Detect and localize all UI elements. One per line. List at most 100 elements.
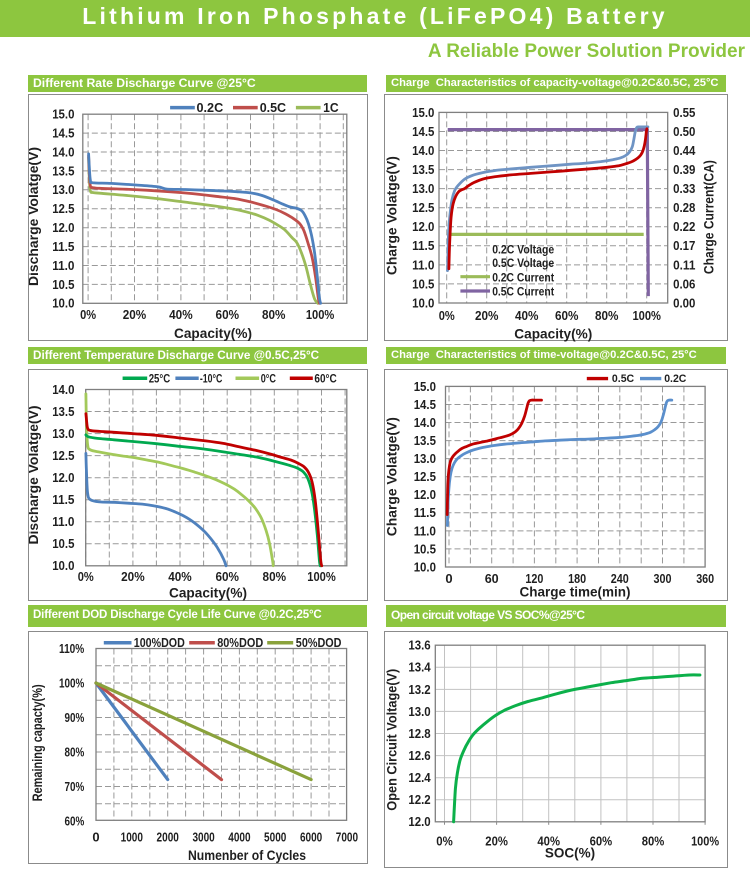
svg-text:0.2C Voltage: 0.2C Voltage — [492, 245, 554, 257]
svg-text:40%: 40% — [537, 833, 560, 848]
svg-text:0.5C Voltage: 0.5C Voltage — [492, 258, 554, 270]
svg-text:0.2C: 0.2C — [664, 373, 686, 385]
svg-text:80%: 80% — [261, 307, 285, 322]
svg-text:14.0: 14.0 — [52, 382, 74, 396]
svg-text:11.0: 11.0 — [52, 259, 74, 273]
svg-text:Discharge Volatge(V): Discharge Volatge(V) — [29, 147, 41, 286]
svg-text:10.5: 10.5 — [414, 542, 436, 556]
svg-text:13.0: 13.0 — [52, 183, 74, 197]
svg-text:80%DOD: 80%DOD — [217, 636, 263, 650]
svg-text:13.2: 13.2 — [408, 682, 430, 696]
svg-text:15.0: 15.0 — [414, 379, 436, 393]
svg-text:60%: 60% — [215, 569, 239, 584]
svg-text:14.5: 14.5 — [414, 397, 436, 411]
svg-text:13.5: 13.5 — [412, 163, 434, 177]
svg-text:0: 0 — [445, 571, 452, 586]
svg-text:12.0: 12.0 — [414, 488, 436, 502]
svg-text:Charge Current(CA): Charge Current(CA) — [702, 160, 717, 274]
svg-text:25°C: 25°C — [148, 373, 170, 385]
svg-text:4000: 4000 — [228, 829, 250, 844]
svg-text:80%: 80% — [595, 308, 619, 323]
svg-text:11.5: 11.5 — [412, 239, 434, 253]
svg-text:Charge Volatge(V): Charge Volatge(V) — [385, 417, 400, 536]
svg-text:0.2C: 0.2C — [196, 101, 223, 115]
svg-text:11.5: 11.5 — [52, 493, 74, 507]
svg-text:0%: 0% — [439, 308, 455, 323]
svg-text:14.0: 14.0 — [52, 145, 74, 159]
svg-text:240: 240 — [611, 571, 629, 586]
svg-text:13.4: 13.4 — [408, 660, 430, 674]
svg-text:11.5: 11.5 — [414, 506, 436, 520]
svg-text:0: 0 — [92, 829, 99, 844]
svg-text:0.44: 0.44 — [673, 144, 695, 158]
svg-text:6000: 6000 — [299, 829, 321, 844]
svg-text:SOC(%): SOC(%) — [545, 845, 595, 860]
svg-text:11.5: 11.5 — [52, 240, 74, 254]
svg-text:12.2: 12.2 — [408, 793, 430, 807]
svg-text:Open Circuit Voltage(V): Open Circuit Voltage(V) — [385, 668, 400, 810]
svg-text:14.5: 14.5 — [52, 127, 74, 141]
svg-text:110%: 110% — [59, 641, 84, 655]
svg-text:120: 120 — [525, 571, 543, 586]
svg-text:12.4: 12.4 — [408, 771, 430, 785]
svg-text:0.5C Current: 0.5C Current — [492, 287, 554, 299]
svg-text:10.0: 10.0 — [52, 297, 74, 311]
svg-text:12.0: 12.0 — [52, 221, 74, 235]
svg-text:50%DOD: 50%DOD — [295, 636, 341, 650]
svg-text:Charge Volatge(V): Charge Volatge(V) — [385, 156, 400, 275]
svg-text:12.5: 12.5 — [414, 470, 436, 484]
svg-text:-10°C: -10°C — [199, 373, 222, 385]
svg-text:13.0: 13.0 — [412, 182, 434, 196]
svg-text:0.22: 0.22 — [673, 220, 695, 234]
svg-text:13.5: 13.5 — [52, 404, 74, 418]
svg-text:100%: 100% — [691, 833, 719, 848]
svg-text:1C: 1C — [323, 101, 339, 115]
svg-text:12.0: 12.0 — [412, 220, 434, 234]
svg-text:100%: 100% — [59, 676, 84, 690]
svg-text:20%: 20% — [485, 833, 508, 848]
svg-text:60°C: 60°C — [314, 373, 336, 385]
svg-text:15.0: 15.0 — [52, 108, 74, 122]
svg-text:3000: 3000 — [192, 829, 214, 844]
svg-text:10.0: 10.0 — [52, 559, 74, 573]
svg-text:12.0: 12.0 — [408, 815, 430, 829]
svg-text:Numenber of Cycles: Numenber of Cycles — [188, 848, 306, 863]
svg-text:100%DOD: 100%DOD — [133, 636, 184, 650]
svg-text:0.11: 0.11 — [673, 258, 695, 272]
svg-text:60%: 60% — [590, 833, 613, 848]
svg-text:20%: 20% — [121, 569, 145, 584]
svg-text:0.55: 0.55 — [673, 106, 695, 120]
svg-text:Remaining capacty(%): Remaining capacty(%) — [30, 684, 45, 801]
svg-text:1000: 1000 — [120, 829, 142, 844]
svg-text:14.0: 14.0 — [412, 144, 434, 158]
svg-text:13.0: 13.0 — [414, 452, 436, 466]
svg-text:0.50: 0.50 — [673, 125, 695, 139]
svg-text:80%: 80% — [642, 833, 665, 848]
svg-text:13.6: 13.6 — [408, 638, 430, 652]
svg-text:100%: 100% — [307, 569, 336, 584]
svg-text:0.06: 0.06 — [673, 277, 695, 291]
svg-text:14.0: 14.0 — [414, 415, 436, 429]
svg-text:100%: 100% — [632, 308, 661, 323]
svg-text:12.5: 12.5 — [412, 201, 434, 215]
svg-text:0.2C Current: 0.2C Current — [492, 273, 554, 285]
svg-text:12.0: 12.0 — [52, 471, 74, 485]
svg-text:360: 360 — [696, 571, 714, 586]
svg-text:11.0: 11.0 — [414, 524, 436, 538]
svg-text:14.5: 14.5 — [412, 125, 434, 139]
svg-text:Capacity(%): Capacity(%) — [174, 326, 252, 341]
svg-text:0.5C: 0.5C — [259, 101, 285, 115]
svg-text:0°C: 0°C — [260, 373, 275, 385]
svg-text:12.5: 12.5 — [52, 449, 74, 463]
svg-text:11.0: 11.0 — [52, 515, 74, 529]
svg-text:7000: 7000 — [335, 829, 357, 844]
svg-text:0.17: 0.17 — [673, 239, 695, 253]
svg-text:12.8: 12.8 — [408, 726, 430, 740]
svg-text:60: 60 — [485, 571, 499, 586]
svg-text:0%: 0% — [77, 569, 93, 584]
svg-text:12.6: 12.6 — [408, 749, 430, 763]
svg-text:40%: 40% — [169, 307, 193, 322]
svg-text:0.5C: 0.5C — [612, 373, 634, 385]
svg-text:12.5: 12.5 — [52, 202, 74, 216]
svg-text:11.0: 11.0 — [412, 258, 434, 272]
